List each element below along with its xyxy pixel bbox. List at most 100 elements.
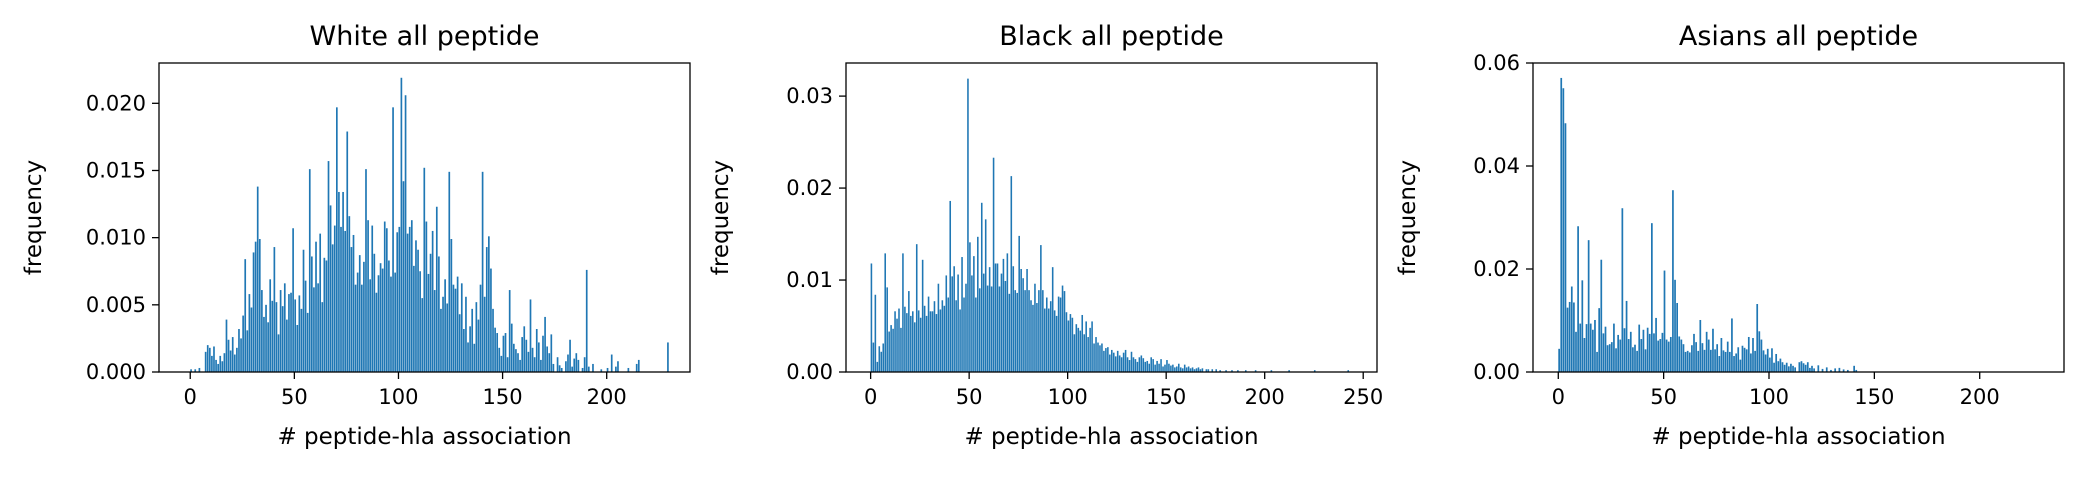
histogram-bar (575, 353, 578, 372)
histogram-bar (1560, 77, 1563, 372)
histogram-bar (1575, 331, 1577, 372)
y-tick-label: 0.03 (786, 84, 833, 108)
histogram-bar (994, 263, 997, 372)
histogram-bar (535, 329, 538, 372)
histogram-bar (1619, 339, 1622, 372)
histogram-bar (521, 337, 524, 372)
histogram-bar (1699, 319, 1702, 372)
histogram-bar (606, 367, 609, 372)
histogram-bar (912, 311, 914, 372)
histogram-bar (327, 161, 330, 372)
histogram-bar (982, 273, 985, 372)
histogram-bar (1627, 339, 1630, 372)
histogram-bar (404, 95, 407, 373)
histogram-bar (933, 301, 936, 372)
histogram-bar (931, 311, 934, 372)
histogram-bar (379, 263, 382, 372)
histogram-bar (1806, 362, 1809, 372)
histogram-bar (288, 294, 290, 372)
histogram-bar (1087, 337, 1089, 372)
histogram-bar (552, 363, 555, 372)
histogram-bar (1674, 279, 1676, 372)
histogram-bar (967, 78, 969, 372)
histogram-bar (1663, 270, 1666, 372)
histogram-bar (1779, 358, 1782, 372)
histogram-bar (456, 276, 459, 372)
histogram-bar (425, 221, 428, 372)
histogram-bar (971, 275, 973, 372)
histogram-bar (537, 342, 540, 372)
histogram-bar (1811, 365, 1813, 372)
histogram-bar (233, 354, 236, 372)
y-tick-label: 0.04 (1473, 154, 1520, 178)
histogram-bar (506, 357, 509, 372)
histogram-bar (1773, 362, 1775, 372)
histogram-bar (1830, 369, 1832, 372)
x-tick-label: 150 (1854, 385, 1894, 409)
histogram-bar (1118, 355, 1121, 372)
histogram-bar (431, 230, 434, 372)
histogram-bar (1676, 302, 1678, 372)
histogram-bar (215, 359, 217, 372)
histogram-bar (515, 349, 517, 372)
histogram-bar (1128, 360, 1131, 372)
histogram-bar (342, 191, 344, 372)
x-tick-label: 50 (281, 385, 308, 409)
histogram-bar (979, 288, 981, 372)
histogram-bar (385, 228, 388, 372)
histogram-bar (935, 314, 938, 372)
histogram-bar (961, 257, 963, 372)
histogram-bar (627, 367, 630, 372)
histogram-bar (1610, 342, 1613, 372)
histogram-bar (1743, 347, 1746, 372)
histogram-bar (1750, 353, 1752, 372)
histogram-bar (1644, 349, 1647, 372)
histogram-bar (878, 346, 881, 372)
histogram-bar (283, 283, 286, 372)
x-tick-label: 100 (1749, 385, 1789, 409)
histogram-bar (1071, 317, 1074, 372)
histogram-bar (1568, 301, 1571, 372)
histogram-bar (1672, 190, 1674, 372)
histogram-bar (1589, 323, 1592, 372)
histogram-bar (311, 256, 313, 372)
histogram-bar (1587, 240, 1590, 372)
histogram-bar (410, 220, 413, 372)
histogram-bar (1802, 363, 1805, 372)
histogram-bar (556, 357, 559, 372)
y-tick-label: 0.010 (86, 226, 146, 250)
histogram-bar (248, 294, 251, 372)
histogram-bar (325, 260, 328, 372)
histogram-bar (1855, 369, 1858, 372)
histogram-bar (1728, 351, 1731, 372)
histogram-bar (1752, 338, 1754, 372)
histogram-bar (1215, 369, 1217, 372)
histogram-bar (544, 316, 546, 372)
histogram-bar (1653, 333, 1655, 373)
histogram-bar (231, 337, 234, 372)
histogram-bar (277, 334, 280, 372)
histogram-bar (1766, 348, 1769, 372)
histogram-bar (254, 241, 257, 372)
histogram-bar (317, 283, 319, 372)
histogram-bar (1623, 328, 1626, 372)
histogram-bar (1754, 350, 1756, 372)
histogram-bar (279, 290, 282, 372)
histogram-bar (427, 273, 430, 372)
histogram-bar (1726, 341, 1729, 372)
histogram-bar (1707, 339, 1710, 372)
histogram-bar (356, 272, 359, 372)
histogram-bar (1634, 344, 1636, 372)
histogram-bar (1063, 291, 1066, 372)
histogram-bar (1004, 280, 1007, 372)
histogram-bar (927, 296, 930, 372)
histogram-bar (902, 253, 904, 372)
histogram-bar (367, 220, 369, 372)
histogram-bar (1254, 370, 1257, 372)
histogram-bar (213, 346, 215, 372)
histogram-bar (1790, 363, 1792, 372)
histogram-bar (1804, 364, 1807, 372)
histogram-bar (1747, 336, 1750, 372)
histogram-bar (1036, 303, 1038, 372)
y-axis-label: frequency (21, 160, 47, 275)
